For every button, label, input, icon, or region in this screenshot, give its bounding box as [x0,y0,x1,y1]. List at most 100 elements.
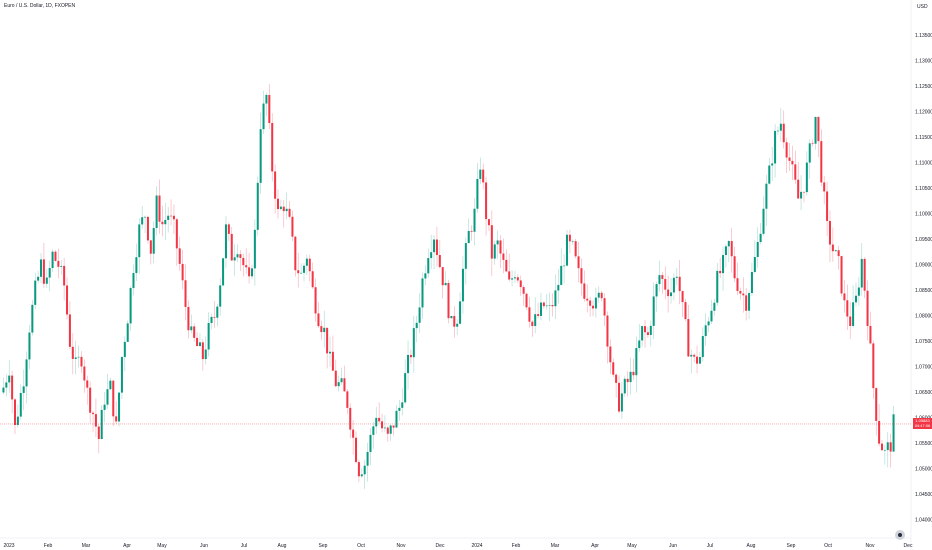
candle-body [250,268,253,277]
candle-body [727,241,730,247]
time-tick-label: Sep [319,543,328,549]
candle-body [170,215,173,217]
candle-body [840,256,843,294]
candle-body [172,215,175,220]
candle-body [152,227,155,254]
candle-body [68,314,71,347]
price-axis[interactable]: 1.040001.045001.050001.055001.060001.065… [915,33,932,524]
price-tick-label: 1.08500 [915,288,932,294]
candle-body [522,287,525,294]
candle-body [678,276,681,292]
candle-body [271,122,274,172]
candle-body [444,282,447,286]
candle-body [797,179,800,199]
candle-body [363,465,366,475]
candle-body [534,314,537,326]
candle-body [794,164,797,180]
candle-body [626,378,629,383]
candle-body [886,442,889,451]
candle-body [265,94,268,104]
time-tick-label: Nov [866,543,875,549]
candle-body [438,255,441,268]
candle-body [505,259,508,272]
scroll-to-realtime-button[interactable] [895,530,905,540]
candle-body [305,258,308,266]
candle-body [407,354,410,374]
candle-body [513,277,516,279]
candle-body [164,219,167,225]
candle-body [849,316,852,326]
candle-body [649,325,652,335]
candle-body [323,327,326,333]
candle-body [282,206,285,212]
candle-body [635,348,638,376]
candle-body [508,271,511,280]
candle-body [308,258,311,272]
candle-body [60,265,63,267]
candle-body [427,258,430,274]
candle-body [476,178,479,209]
time-tick-label: Mar [82,543,91,549]
candle-body [328,351,332,354]
candle-body [623,378,626,394]
candle-body [499,240,502,254]
candle-body [487,219,490,226]
candle-body [609,346,612,363]
candle-body [655,284,658,297]
candle-body [687,319,690,357]
candle-body [759,233,762,242]
candle-body [597,292,600,298]
candle-body [875,388,878,421]
last-price-badge: 1.05883 04:47:06 [913,418,932,429]
candle-body [542,302,545,307]
candle-body [126,323,129,342]
candle-body [398,407,401,411]
time-tick-label: Jun [669,543,677,549]
candle-body [860,258,863,288]
candle-body [230,233,233,261]
candle-body [511,278,514,280]
candle-body [782,123,785,143]
candle-body [242,257,245,266]
candle-body [71,346,74,359]
candle-body [204,349,207,360]
candle-body [285,208,288,212]
candle-body [262,103,265,130]
candle-body [878,420,881,444]
candle-body [583,283,586,299]
candle-body [788,157,791,161]
candle-body [320,326,323,333]
time-axis[interactable]: 2023 Feb Mar Apr May Jun Jul Aug Sep Oct Nov Dec 202… [3,543,913,549]
candle-body [722,255,725,274]
candle-body [378,417,381,422]
candle-body [256,182,259,230]
candle-body [866,290,869,326]
candle-body [742,293,745,296]
candle-body [352,429,355,438]
candle-body [375,417,378,427]
candle-body [158,195,161,222]
candle-body [77,356,80,358]
candle-body [693,354,696,357]
candle-body [704,325,707,337]
candle-body [629,371,632,383]
time-tick-label: Sep [787,543,796,549]
candle-body [54,251,57,261]
candle-body [548,305,551,306]
candle-body [253,229,256,269]
candle-body [216,306,219,318]
candle-body [401,402,404,408]
candle-body [196,337,199,347]
candle-body [74,357,77,359]
candle-body [493,244,496,259]
candle-body [297,270,300,274]
candle-body [589,300,592,306]
price-tick-label: 1.04000 [915,518,932,524]
candle-body [461,268,464,302]
candle-body [756,241,759,257]
candle-body [268,94,271,123]
candle-body [66,285,69,315]
candle-body [346,391,349,408]
candle-body [817,116,820,142]
